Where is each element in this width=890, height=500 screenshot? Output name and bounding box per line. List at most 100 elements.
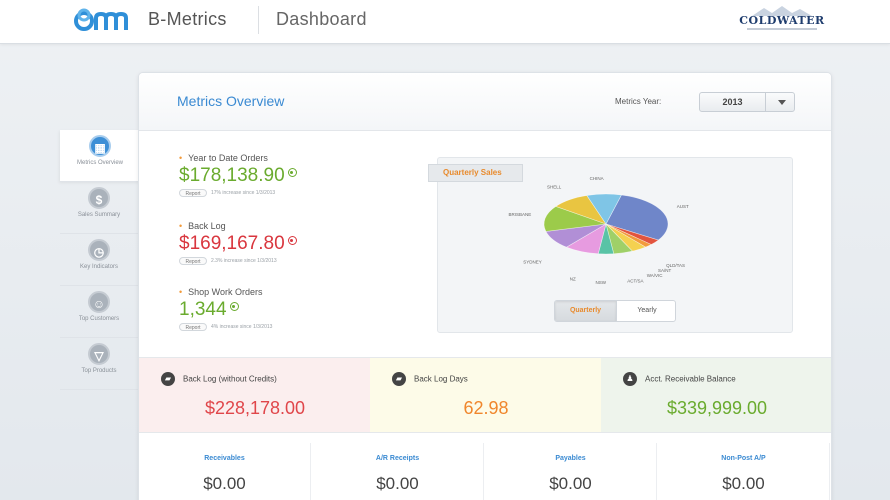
metric-value-row: $169,167.80 bbox=[179, 233, 399, 255]
truck-icon: ▰ bbox=[392, 372, 406, 386]
year-label: Metrics Year: bbox=[615, 97, 662, 106]
nav-label: Top Customers bbox=[78, 316, 120, 322]
kpi-header: ▰ Back Log (without Credits) bbox=[161, 372, 277, 386]
pie-slice-label: QLD/TAS bbox=[666, 263, 685, 268]
metric-label-row: • Back Log bbox=[179, 221, 399, 231]
metric-note: 4% increase since 1/3/2013 bbox=[211, 324, 273, 330]
bm-logo-icon[interactable] bbox=[74, 6, 130, 34]
metric-label: Shop Work Orders bbox=[188, 287, 263, 297]
mountain-icon bbox=[752, 6, 812, 16]
metric-value-row: $178,138.90 bbox=[179, 165, 399, 187]
info-icon[interactable] bbox=[287, 168, 297, 177]
pie-slice-label: CHINA bbox=[590, 176, 604, 181]
pie-slice[interactable] bbox=[586, 193, 622, 225]
toggle-quarterly[interactable]: Quarterly bbox=[555, 301, 616, 321]
kpi-header: ▰ Back Log Days bbox=[392, 372, 468, 386]
nav-item-0[interactable]: ▦ Metrics Overview bbox=[60, 130, 140, 182]
pie-slice[interactable] bbox=[605, 194, 669, 241]
metric-value: 1,344 bbox=[179, 299, 227, 320]
metric-block: • Year to Date Orders $178,138.90 Report 17%… bbox=[179, 153, 399, 198]
chart-tab[interactable]: Quarterly Sales bbox=[428, 164, 523, 182]
metric-value: $178,138.90 bbox=[179, 165, 285, 186]
metrics-card: Metrics Overview Metrics Year: 2013 • Yea… bbox=[138, 72, 832, 500]
period-toggle: Quarterly Yearly bbox=[554, 300, 676, 322]
nav-label: Key Indicators bbox=[79, 264, 119, 270]
metric-label: Year to Date Orders bbox=[188, 153, 268, 163]
bullet-icon: • bbox=[179, 153, 183, 163]
summary-tile[interactable]: Receivables $0.00 bbox=[139, 443, 311, 500]
metric-block: • Shop Work Orders 1,344 Report 4% increase … bbox=[179, 287, 399, 332]
tile-value: $0.00 bbox=[722, 474, 765, 493]
nav-item-1[interactable]: $ Sales Summary bbox=[60, 182, 138, 234]
nav-item-4[interactable]: ▽ Top Products bbox=[60, 338, 138, 390]
report-button[interactable]: Report bbox=[179, 257, 207, 265]
company-logo-underline bbox=[747, 28, 817, 30]
person-icon: ♟ bbox=[623, 372, 637, 386]
kpi-label: Back Log Days bbox=[414, 374, 468, 384]
year-value: 2013 bbox=[700, 93, 766, 111]
report-button[interactable]: Report bbox=[179, 323, 207, 331]
tile-value: $0.00 bbox=[376, 474, 419, 493]
summary-tile[interactable]: Payables $0.00 bbox=[485, 443, 657, 500]
nav-label: Top Products bbox=[81, 368, 117, 374]
kpi-label: Back Log (without Credits) bbox=[183, 374, 277, 384]
chevron-down-icon[interactable] bbox=[778, 100, 786, 105]
tile-label: Non-Post A/P bbox=[721, 455, 766, 462]
pie-slice-label: ACT/SA bbox=[627, 278, 643, 283]
kpi-card: ▰ Back Log Days 62.98 bbox=[370, 357, 602, 433]
kpi-value: $228,178.00 bbox=[204, 398, 306, 418]
pie-slice-label: SYDNEY bbox=[523, 260, 542, 265]
nav-label: Sales Summary bbox=[77, 212, 121, 218]
page-title: Dashboard bbox=[276, 9, 367, 29]
metric-value-row: 1,344 bbox=[179, 299, 399, 321]
kpi-value: $339,999.00 bbox=[666, 398, 768, 418]
tile-value: $0.00 bbox=[203, 474, 246, 493]
chart-panel: AUST QLD/TAS SA/NT WA/VIC ACT/SA NSW NZ SYDNEY B… bbox=[428, 157, 793, 333]
products-icon: ▽ bbox=[88, 343, 110, 365]
tile-label: Payables bbox=[555, 455, 586, 462]
kpi-label: Acct. Receivable Balance bbox=[645, 374, 736, 384]
tile-label: Receivables bbox=[204, 455, 245, 462]
customers-icon: ☺ bbox=[88, 291, 110, 313]
metric-note: 2.3% increase since 1/3/2013 bbox=[211, 258, 277, 264]
bullet-icon: • bbox=[179, 287, 183, 297]
summary-tile[interactable]: A/R Receipts $0.00 bbox=[312, 443, 484, 500]
pie-slice[interactable] bbox=[543, 206, 607, 232]
pie-slice-label: SHELL bbox=[547, 184, 562, 189]
toggle-yearly[interactable]: Yearly bbox=[616, 301, 675, 321]
info-icon[interactable] bbox=[229, 302, 239, 311]
info-icon[interactable] bbox=[287, 236, 297, 245]
tile-label: A/R Receipts bbox=[375, 455, 420, 462]
metric-block: • Back Log $169,167.80 Report 2.3% increase … bbox=[179, 221, 399, 266]
report-button[interactable]: Report bbox=[179, 189, 207, 197]
chart-icon: ▦ bbox=[89, 135, 111, 157]
top-bar: B-Metrics Dashboard COLDWATER bbox=[0, 0, 890, 44]
pie-slice-label: NSW bbox=[596, 280, 607, 285]
truck-icon: ▰ bbox=[161, 372, 175, 386]
kpi-value: 62.98 bbox=[463, 398, 509, 418]
pie-slice-label: BRISBANE bbox=[509, 212, 532, 217]
card-header: Metrics Overview Metrics Year: 2013 bbox=[139, 73, 831, 131]
metric-sub-row: Report 4% increase since 1/3/2013 bbox=[179, 323, 399, 332]
title-divider bbox=[258, 6, 259, 34]
pie-slice-label: NZ bbox=[570, 276, 576, 281]
summary-tile[interactable]: Non-Post A/P $0.00 bbox=[658, 443, 830, 500]
kpi-card: ▰ Back Log (without Credits) $228,178.00 bbox=[139, 357, 371, 433]
nav-item-3[interactable]: ☺ Top Customers bbox=[60, 286, 138, 338]
metric-sub-row: Report 17% increase since 1/3/2013 bbox=[179, 189, 399, 198]
metric-label-row: • Shop Work Orders bbox=[179, 287, 399, 297]
metric-note: 17% increase since 1/3/2013 bbox=[211, 190, 276, 196]
metric-label: Back Log bbox=[188, 221, 226, 231]
nav-item-2[interactable]: ◷ Key Indicators bbox=[60, 234, 138, 286]
kpi-card: ♟ Acct. Receivable Balance $339,999.00 bbox=[601, 357, 831, 433]
card-title: Metrics Overview bbox=[177, 93, 285, 109]
bullet-icon: • bbox=[179, 221, 183, 231]
side-nav: ▦ Metrics Overview $ Sales Summary ◷ Key Indi… bbox=[60, 130, 140, 394]
year-select[interactable]: 2013 bbox=[699, 92, 795, 112]
tile-value: $0.00 bbox=[549, 474, 592, 493]
metric-sub-row: Report 2.3% increase since 1/3/2013 bbox=[179, 257, 399, 266]
clock-icon: ◷ bbox=[88, 239, 110, 261]
company-logo-text: COLDWATER bbox=[739, 14, 825, 27]
pie-slice-label: SA/NT bbox=[658, 268, 672, 273]
